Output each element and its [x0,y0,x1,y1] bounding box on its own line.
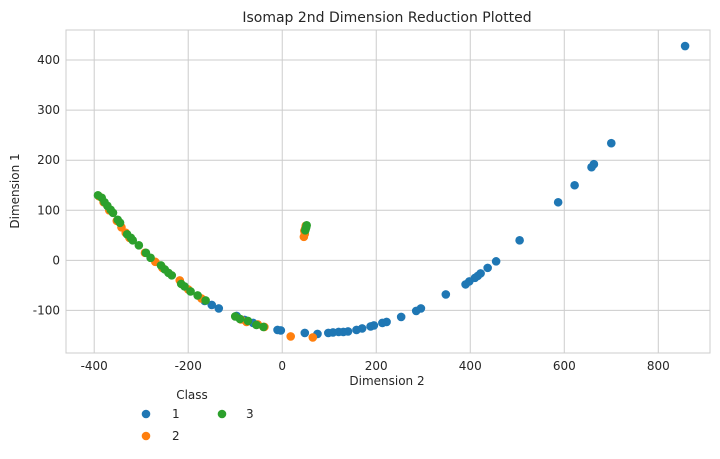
data-point-class-3 [230,312,240,321]
data-point-class-1 [441,290,451,299]
x-tick-label: 800 [647,359,670,373]
data-point-class-1 [300,328,310,338]
legend-marker-class-2 [141,431,151,441]
data-point-class-3 [193,291,202,300]
data-point-class-1 [378,318,387,328]
data-point-class-3 [259,322,268,332]
y-tick-label: 200 [37,153,60,167]
legend: Class 1 2 3 [141,388,254,443]
data-point-class-3 [141,248,151,258]
data-point-class-3 [156,261,166,270]
data-point-class-1 [214,304,224,313]
x-tick-label: 200 [365,359,388,373]
y-tick-label: -100 [33,303,60,317]
legend-label-class-1: 1 [172,407,180,421]
data-point-class-3 [93,190,103,200]
legend-label-class-3: 3 [246,407,254,421]
data-point-class-1 [587,162,596,172]
x-tick-label: 400 [459,359,482,373]
data-point-class-3 [113,215,123,225]
y-axis-label: Dimension 1 [8,153,22,228]
y-tick-label: 400 [37,53,60,67]
data-point-class-2 [299,232,309,242]
data-point-class-3 [252,320,261,330]
data-point-class-1 [570,180,579,190]
data-point-class-1 [324,328,333,338]
data-point-class-1 [273,325,282,335]
data-point-class-1 [553,197,563,207]
y-tick-label: 0 [52,253,60,267]
plot-frame [65,29,711,354]
legend-marker-class-1 [141,409,151,419]
data-points [93,41,690,342]
data-point-class-1 [396,312,406,322]
data-point-class-3 [122,230,132,239]
grid-lines [66,30,710,353]
data-point-class-3 [134,241,144,250]
legend-marker-class-3 [217,409,227,419]
data-point-class-1 [207,300,217,310]
data-point-class-1 [352,325,361,335]
y-tick-label: 100 [37,203,60,217]
x-tick-label: 0 [278,359,286,373]
data-point-class-1 [411,306,421,316]
tick-labels: -400 -200 0 200 400 600 800 -100 0 100 200 300 400 [33,53,670,373]
data-point-class-2 [308,333,318,342]
data-point-class-1 [461,280,470,289]
data-point-class-1 [366,322,375,331]
data-point-class-1 [515,236,524,245]
x-tick-label: 600 [553,359,576,373]
y-tick-label: 300 [37,103,60,117]
data-point-class-3 [300,226,310,235]
legend-title: Class [176,388,208,402]
data-point-class-3 [176,279,186,289]
x-axis-label: Dimension 2 [349,374,424,388]
x-tick-label: -400 [81,359,108,373]
data-point-class-3 [201,296,210,305]
data-point-class-3 [243,316,253,326]
x-tick-label: -200 [175,359,202,373]
data-point-class-1 [606,138,616,148]
data-point-class-2 [286,332,295,341]
chart-title: Isomap 2nd Dimension Reduction Plotted [242,10,531,26]
legend-label-class-2: 2 [172,429,180,443]
data-point-class-3 [186,287,195,296]
data-point-class-1 [491,257,501,266]
data-point-class-1 [483,263,492,273]
data-point-class-1 [680,41,690,51]
